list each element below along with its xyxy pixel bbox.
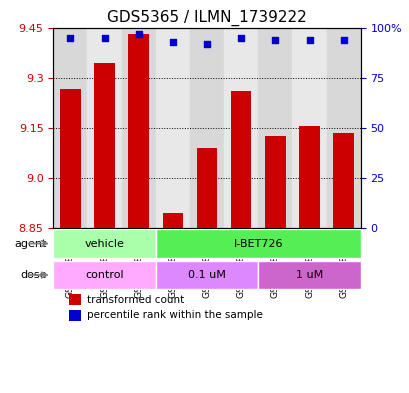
- Bar: [87, 28, 121, 228]
- Title: GDS5365 / ILMN_1739222: GDS5365 / ILMN_1739222: [107, 10, 306, 26]
- Point: [67, 34, 74, 40]
- Bar: [155, 28, 189, 228]
- Point: [306, 37, 312, 43]
- Point: [339, 37, 346, 43]
- Text: 0.1 uM: 0.1 uM: [188, 270, 225, 280]
- Bar: [292, 28, 326, 228]
- Bar: [94, 62, 115, 228]
- Point: [169, 39, 176, 45]
- Bar: [230, 91, 251, 228]
- FancyBboxPatch shape: [53, 261, 155, 289]
- Text: vehicle: vehicle: [84, 239, 124, 248]
- Text: control: control: [85, 270, 124, 280]
- Text: agent: agent: [15, 239, 47, 248]
- Text: 1 uM: 1 uM: [295, 270, 322, 280]
- Bar: [69, 294, 81, 305]
- Bar: [333, 133, 353, 228]
- Point: [237, 34, 244, 40]
- Bar: [224, 28, 258, 228]
- Text: dose: dose: [20, 270, 47, 280]
- Bar: [121, 28, 155, 228]
- Bar: [69, 310, 81, 321]
- Bar: [53, 28, 87, 228]
- Bar: [128, 34, 148, 228]
- Bar: [265, 136, 285, 228]
- Text: percentile rank within the sample: percentile rank within the sample: [87, 310, 262, 320]
- Bar: [299, 126, 319, 228]
- FancyBboxPatch shape: [258, 261, 360, 289]
- FancyBboxPatch shape: [155, 261, 258, 289]
- Bar: [189, 28, 224, 228]
- Bar: [326, 28, 360, 228]
- FancyBboxPatch shape: [155, 230, 360, 258]
- Text: I-BET726: I-BET726: [233, 239, 282, 248]
- Bar: [258, 28, 292, 228]
- FancyBboxPatch shape: [53, 230, 155, 258]
- Bar: [60, 89, 81, 228]
- Point: [203, 40, 210, 47]
- Text: transformed count: transformed count: [87, 295, 184, 305]
- Point: [135, 30, 142, 37]
- Point: [101, 34, 108, 40]
- Bar: [162, 213, 183, 228]
- Bar: [196, 148, 217, 228]
- Point: [272, 37, 278, 43]
